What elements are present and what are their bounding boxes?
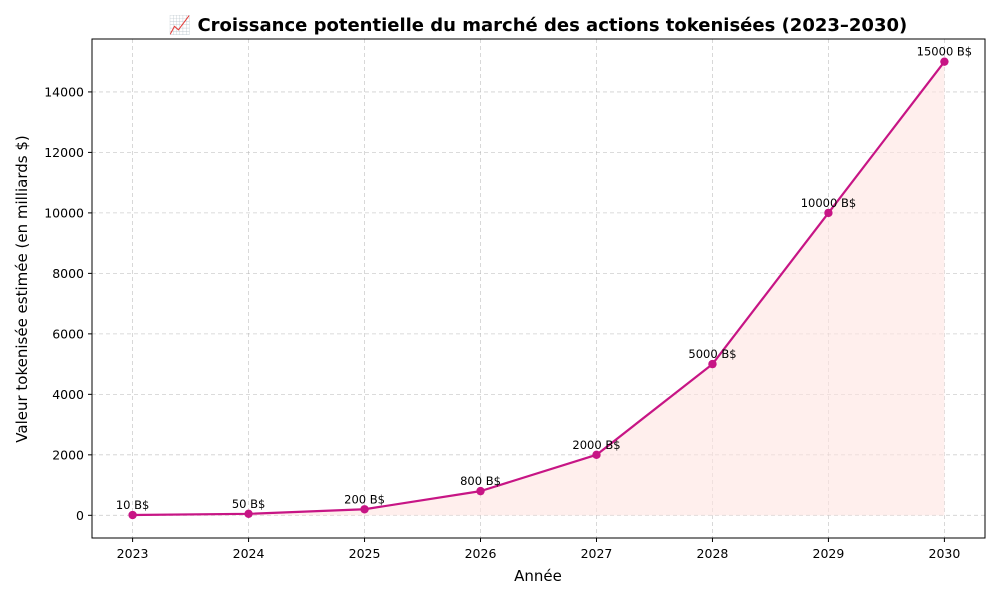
data-point: [824, 208, 833, 218]
data-label: 800 B$: [460, 474, 501, 488]
area-fill: [132, 61, 945, 516]
plot-frame: [91, 38, 986, 539]
data-point: [128, 510, 137, 520]
data-labels: 10 B$ 50 B$ 200 B$ 800 B$ 2000 B$ 5000 B$ 1000…: [116, 45, 972, 512]
x-tick-label: 2026: [465, 546, 497, 561]
x-tick-label: 2027: [581, 546, 613, 561]
x-tick-label: 2023: [117, 546, 149, 561]
x-tick-label: 2029: [813, 546, 845, 561]
data-label: 15000 B$: [917, 45, 972, 59]
y-tick-label: 12000: [44, 145, 84, 160]
y-tick-label: 14000: [44, 84, 84, 99]
y-tick-label: 10000: [44, 205, 84, 220]
data-label: 50 B$: [232, 497, 266, 511]
data-point: [244, 509, 253, 519]
data-point: [708, 359, 717, 369]
y-tick-label: 8000: [52, 266, 84, 281]
x-tick-label: 2030: [929, 546, 961, 561]
data-label: 10000 B$: [801, 196, 856, 210]
y-tick-label: 6000: [52, 326, 84, 341]
y-tick-label: 4000: [52, 387, 84, 402]
x-tick-label: 2024: [233, 546, 265, 561]
data-label: 10 B$: [116, 498, 150, 512]
data-label: 5000 B$: [688, 347, 736, 361]
data-label: 200 B$: [344, 492, 385, 506]
data-point: [476, 486, 485, 496]
x-axis-label: Année: [514, 567, 562, 585]
area-under-line: [132, 61, 945, 516]
data-label: 2000 B$: [572, 438, 620, 452]
data-point: [940, 57, 949, 66]
series-line: [132, 61, 946, 517]
x-tick-label: 2028: [697, 546, 729, 561]
data-point: [360, 505, 369, 514]
y-tick-label: 0: [76, 508, 84, 523]
x-tick-label: 2025: [349, 546, 381, 561]
x-axis-ticks: 2023 2024 2025 2026 2027 2028 2029 2030: [117, 538, 961, 561]
series-markers: [128, 57, 949, 520]
y-tick-label: 2000: [52, 447, 84, 462]
series-line-path: [132, 61, 946, 517]
data-point: [592, 450, 601, 460]
y-axis-label: Valeur tokenisée estimée (en milliards $…: [13, 135, 31, 442]
y-axis-ticks: 0 2000 4000 6000 8000 10000 12000 14000: [44, 84, 92, 523]
chart-title: 📈 Croissance potentielle du marché des a…: [169, 14, 907, 36]
